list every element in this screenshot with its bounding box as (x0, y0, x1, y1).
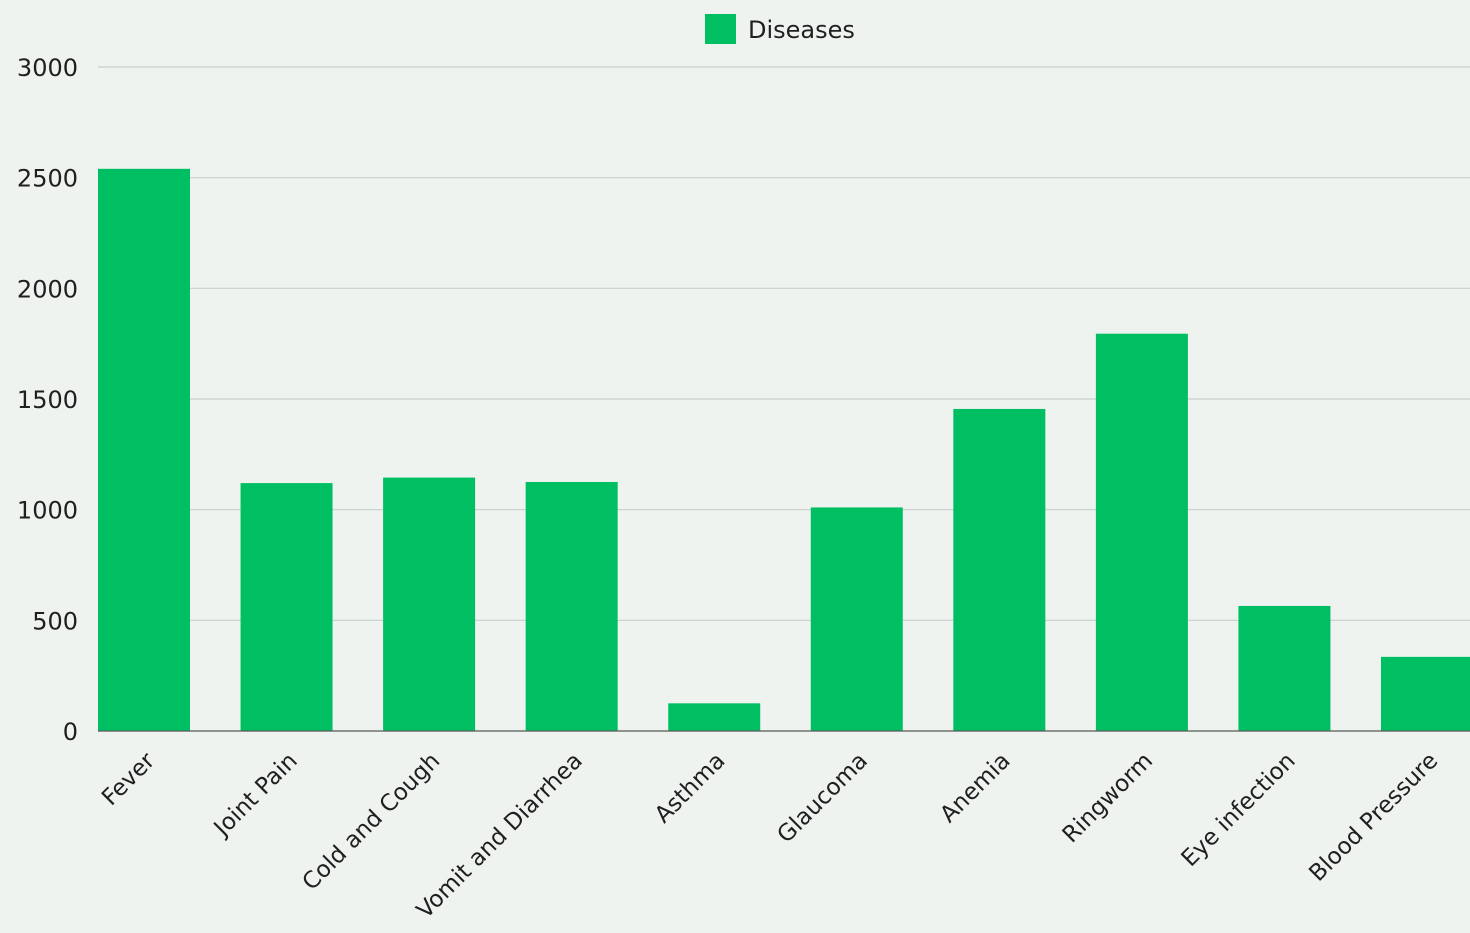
bar-ringworm (1095, 333, 1188, 731)
bar-cold-and-cough (383, 477, 476, 731)
y-tick-label: 0 (63, 718, 78, 746)
legend-swatch (705, 14, 736, 44)
x-tick-label: Anemia (935, 748, 1015, 828)
bar-fever (98, 168, 190, 731)
x-tick-label: Eye infection (1177, 748, 1301, 872)
bar-asthma (668, 703, 761, 731)
x-tick-label: Glaucoma (773, 748, 873, 848)
y-axis: 0 500 1000 1500 2000 2500 3000 (17, 54, 78, 746)
bars (98, 168, 1470, 731)
y-tick-label: 1500 (17, 386, 78, 414)
legend-label: Diseases (748, 16, 855, 44)
y-tick-label: 1000 (17, 497, 78, 525)
x-tick-label: Joint Pain (208, 748, 303, 843)
y-tick-label: 500 (32, 607, 78, 635)
chart-legend: Diseases (705, 14, 855, 44)
y-tick-label: 2000 (17, 275, 78, 303)
y-tick-label: 2500 (17, 165, 78, 193)
bar-joint-pain (240, 483, 333, 731)
bar-glaucoma (810, 507, 903, 731)
x-tick-label: Fever (97, 747, 161, 811)
bar-eye-infection (1238, 605, 1331, 731)
bar-blood-pressure (1381, 656, 1470, 731)
bar-anemia (953, 408, 1046, 731)
x-tick-label: Cold and Cough (298, 748, 446, 896)
x-tick-label: Vomit and Diarrhea (412, 748, 588, 924)
y-tick-label: 3000 (17, 54, 78, 82)
x-tick-label: Ringworm (1058, 748, 1158, 848)
x-tick-label: Blood Pressure (1304, 748, 1443, 887)
x-tick-label: Asthma (650, 748, 730, 828)
bar-vomit-and-diarrhea (525, 482, 618, 731)
